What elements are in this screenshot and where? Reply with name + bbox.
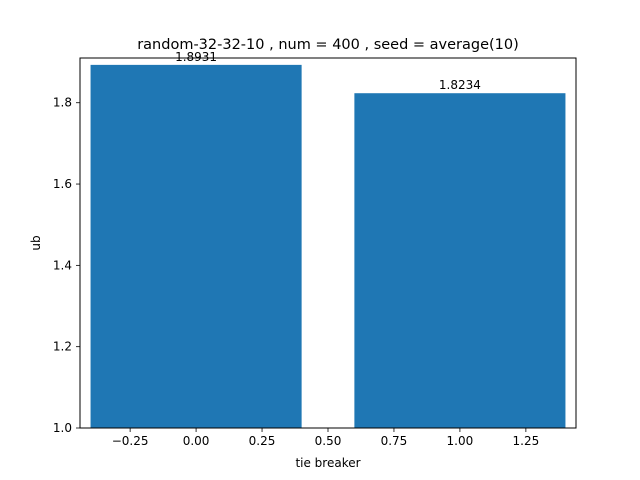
plot-frame — [79, 57, 577, 429]
bar-value-label-0: 1.8931 — [175, 50, 217, 64]
y-tick-label-3: 1.6 — [53, 177, 72, 191]
x-axis-ticks: −0.25 0.00 0.25 0.50 0.75 1.00 1.25 — [112, 428, 539, 448]
x-tick-label-0: −0.25 — [112, 434, 149, 448]
bar-value-label-1: 1.8234 — [439, 78, 481, 92]
y-tick-label-1: 1.2 — [53, 340, 72, 354]
x-tick-label-2: 0.25 — [249, 434, 276, 448]
x-tick-label-4: 0.75 — [381, 434, 408, 448]
x-tick-label-6: 1.25 — [513, 434, 540, 448]
bar-0 — [90, 64, 302, 428]
x-tick-label-3: 0.50 — [315, 434, 342, 448]
value-labels-group: 1.8931 1.8234 — [175, 50, 481, 92]
x-axis-label: tie breaker — [295, 456, 360, 470]
y-tick-label-0: 1.0 — [53, 421, 72, 435]
y-axis-label: ub — [29, 235, 43, 250]
y-tick-label-2: 1.4 — [53, 258, 72, 272]
bar-1 — [354, 93, 566, 428]
y-axis-ticks: 1.0 1.2 1.4 1.6 1.8 — [53, 96, 80, 435]
chart-title: random-32-32-10 , num = 400 , seed = ave… — [137, 37, 519, 53]
x-tick-label-5: 1.00 — [447, 434, 474, 448]
y-tick-label-4: 1.8 — [53, 96, 72, 110]
bars-group — [90, 64, 566, 428]
x-tick-label-1: 0.00 — [183, 434, 210, 448]
